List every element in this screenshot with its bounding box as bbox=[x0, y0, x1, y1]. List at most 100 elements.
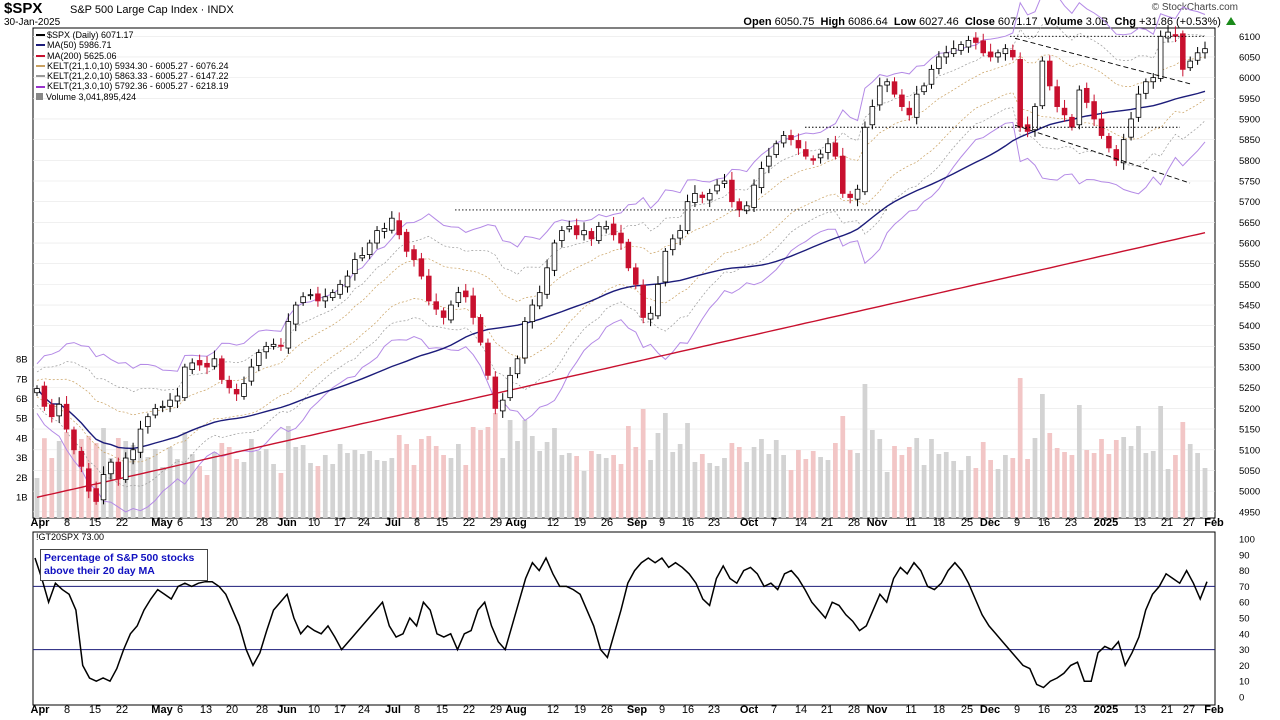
candle-body bbox=[862, 126, 868, 193]
indicator-x-tick-label: 29 bbox=[490, 704, 502, 716]
candle-body bbox=[943, 52, 950, 58]
price-tick-label: 4950 bbox=[1239, 507, 1260, 518]
volume-bar bbox=[345, 453, 350, 518]
indicator-tick-label: 0 bbox=[1239, 693, 1244, 704]
volume-bar bbox=[1173, 455, 1178, 518]
indicator-tick-label: 10 bbox=[1239, 677, 1250, 688]
volume-bar bbox=[626, 426, 631, 518]
price-x-tick-label: 8 bbox=[414, 517, 420, 529]
price-tick-label: 5900 bbox=[1239, 114, 1260, 125]
candle-body bbox=[795, 140, 802, 149]
volume-bar bbox=[167, 447, 173, 518]
volume-bar bbox=[175, 459, 180, 518]
candle-body bbox=[204, 362, 210, 368]
change-up-icon bbox=[1226, 17, 1236, 25]
volume-bar bbox=[869, 430, 875, 518]
candle-body bbox=[706, 193, 713, 201]
candle-body bbox=[987, 51, 994, 58]
volume-bar bbox=[862, 384, 868, 518]
volume-bar bbox=[433, 446, 439, 518]
candle-body bbox=[936, 56, 942, 69]
candle-body bbox=[1076, 89, 1083, 126]
candle-body bbox=[1180, 33, 1186, 70]
price-tick-label: 5200 bbox=[1239, 404, 1260, 415]
volume-bar bbox=[219, 443, 225, 518]
volume-bar bbox=[662, 413, 668, 518]
legend-item: $SPX (Daily) 6071.17 bbox=[36, 30, 228, 40]
volume-bar bbox=[1054, 448, 1060, 518]
candle-body bbox=[817, 153, 824, 159]
price-x-tick-label: Feb bbox=[1204, 517, 1224, 529]
volume-bar bbox=[1069, 455, 1075, 518]
indicator-x-tick-label: Nov bbox=[867, 704, 889, 716]
candle-body bbox=[529, 304, 536, 322]
volume-bar bbox=[892, 446, 897, 518]
candle-body bbox=[211, 358, 218, 367]
legend-swatch bbox=[36, 93, 43, 101]
volume-bar bbox=[1121, 437, 1127, 518]
price-x-tick-label: Jul bbox=[385, 517, 401, 529]
change-value: +31.86 (+0.53%) bbox=[1138, 16, 1221, 28]
candle-body bbox=[374, 230, 380, 244]
legend-item: KELT(21,1.0,10) 5934.30 - 6005.27 - 6076… bbox=[36, 61, 228, 71]
price-tick-label: 5400 bbox=[1239, 321, 1260, 332]
candle-body bbox=[913, 93, 920, 118]
legend-item: Volume 3,041,895,424 bbox=[36, 92, 228, 102]
price-x-tick-label: 21 bbox=[1161, 517, 1173, 529]
volume-bar bbox=[441, 455, 446, 518]
price-x-tick-label: 28 bbox=[256, 517, 268, 529]
candle-body bbox=[751, 184, 757, 208]
candle-body bbox=[492, 376, 499, 409]
candle-body bbox=[1120, 139, 1127, 164]
indicator-x-tick-label: 28 bbox=[848, 704, 860, 716]
volume-bar bbox=[1202, 468, 1208, 518]
candle-body bbox=[928, 68, 935, 85]
volume-bar bbox=[78, 439, 84, 518]
candle-body bbox=[56, 403, 62, 417]
candle-body bbox=[219, 358, 225, 380]
volume-bar bbox=[796, 450, 801, 518]
candle-body bbox=[714, 184, 720, 192]
candle-body bbox=[832, 142, 839, 157]
candle-body bbox=[647, 312, 654, 320]
volume-bar bbox=[152, 449, 158, 518]
volume-bar bbox=[929, 439, 934, 518]
candle-body bbox=[477, 317, 484, 343]
candle-body bbox=[241, 383, 247, 397]
volume-bar bbox=[145, 457, 151, 518]
legend-swatch bbox=[36, 34, 45, 37]
price-x-tick-label: 11 bbox=[905, 517, 916, 529]
volume-bar bbox=[42, 438, 47, 518]
candle-body bbox=[573, 225, 580, 236]
volume-bar bbox=[382, 461, 387, 518]
candle-body bbox=[485, 342, 491, 376]
volume-bar bbox=[1150, 451, 1156, 518]
indicator-x-tick-label: 11 bbox=[905, 704, 916, 716]
indicator-x-tick-label: 9 bbox=[1014, 704, 1020, 716]
candle-body bbox=[522, 321, 528, 359]
price-x-tick-label: 18 bbox=[933, 517, 945, 529]
candle-body bbox=[588, 231, 595, 240]
candle-body bbox=[1069, 116, 1075, 128]
legend-swatch bbox=[36, 65, 45, 68]
volume-bar bbox=[315, 466, 321, 518]
volume-bar bbox=[404, 444, 409, 518]
price-x-tick-label: Dec bbox=[980, 517, 1000, 529]
indicator-tick-label: 90 bbox=[1239, 550, 1250, 561]
volume-bar bbox=[278, 473, 284, 518]
indicator-x-tick-label: 9 bbox=[659, 704, 665, 716]
indicator-title: !GT20SPX 73.00 bbox=[36, 532, 105, 542]
indicator-x-tick-label: 8 bbox=[64, 704, 70, 716]
candle-body bbox=[93, 488, 99, 502]
stockcharts-brand[interactable]: © StockCharts.com bbox=[1151, 2, 1238, 13]
volume-bar bbox=[189, 454, 195, 518]
indicator-x-tick-label: 8 bbox=[414, 704, 420, 716]
close-value: 6071.17 bbox=[997, 16, 1038, 28]
volume-bar bbox=[1143, 453, 1149, 518]
indicator-x-tick-label: Apr bbox=[31, 704, 51, 716]
volume-bar bbox=[374, 460, 380, 518]
indicator-x-tick-label: 18 bbox=[933, 704, 945, 716]
price-tick-label: 5100 bbox=[1239, 445, 1260, 456]
volume-bar bbox=[714, 466, 720, 518]
price-x-tick-label: 13 bbox=[200, 517, 212, 529]
